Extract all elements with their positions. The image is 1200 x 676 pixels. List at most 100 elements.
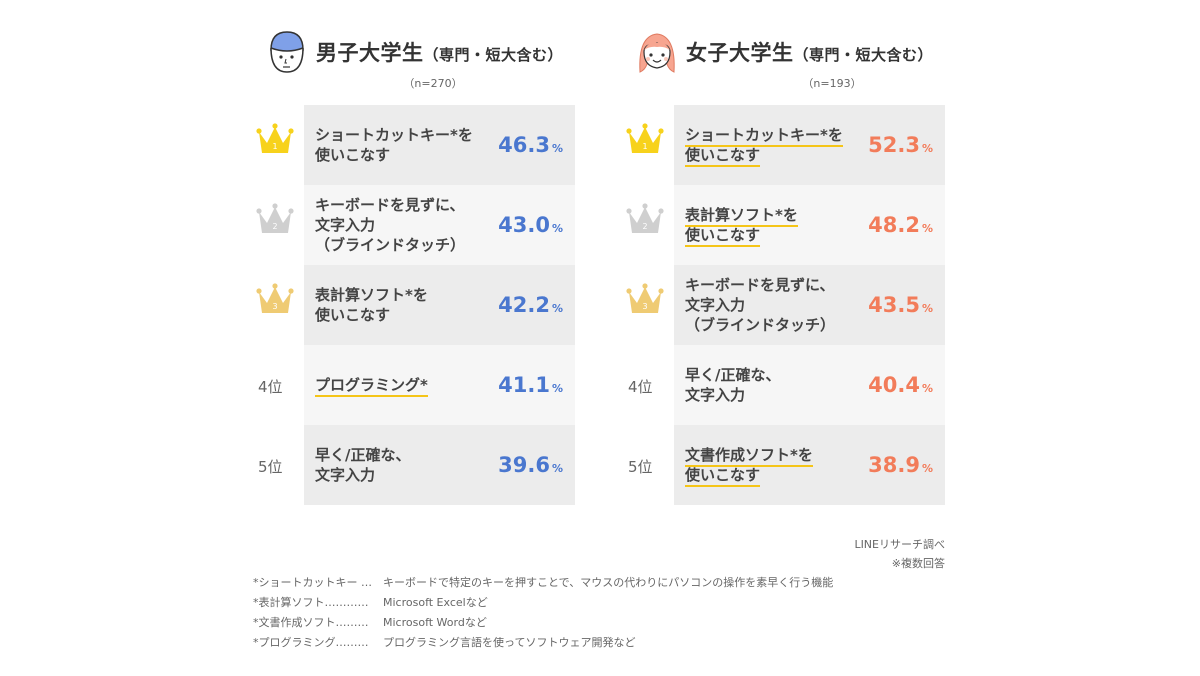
percentage-value: 42.2%	[498, 293, 563, 317]
value-number: 40.4	[868, 373, 920, 397]
ranking-cell: 表計算ソフト*を 使いこなす 48.2%	[674, 185, 945, 265]
skill-label: 文書作成ソフト*を 使いこなす	[685, 445, 813, 487]
percent-unit: %	[921, 462, 933, 475]
footnote-programming: *プログラミング……… プログラミング言語を使ってソフトウェア開発など	[253, 636, 636, 649]
rank-indicator: 1	[622, 105, 674, 185]
skill-label: 表計算ソフト*を 使いこなす	[685, 205, 798, 247]
rank-indicator: 5位	[622, 425, 674, 505]
ranking-row: 4位 プログラミング* 41.1%	[252, 345, 582, 425]
male-panel-header: 男子大学生（専門・短大含む） （n=270）	[252, 0, 582, 105]
skill-label-line: 表計算ソフト*を	[685, 206, 798, 227]
rank-label: 4位	[628, 378, 653, 396]
svg-text:3: 3	[642, 302, 647, 311]
rank-indicator: 2	[622, 185, 674, 265]
skill-label: ショートカットキー*を 使いこなす	[685, 125, 843, 167]
rank-label: 5位	[258, 458, 283, 476]
male-panel-subtitle: （専門・短大含む）	[423, 46, 564, 64]
ranking-row: 1 ショートカットキー*を 使いこなす 52.3%	[622, 105, 952, 185]
footnote-shortcut: *ショートカットキー … キーボードで特定のキーを押すことで、マウスの代わりにパソ…	[253, 576, 834, 589]
ranking-cell: ショートカットキー*を 使いこなす 46.3%	[304, 105, 575, 185]
male-ranking-panel: 男子大学生（専門・短大含む） （n=270） 1 ショートカットキー*を 使いこなす…	[252, 0, 582, 505]
rank-indicator: 4位	[252, 345, 304, 425]
female-ranking-panel: 女子大学生（専門・短大含む） （n=193） 1 ショートカットキー*を 使いこなす…	[622, 0, 952, 505]
crown-rank-1-icon: 1	[256, 123, 294, 153]
value-number: 52.3	[868, 133, 920, 157]
skill-label-line: 使いこなす	[315, 306, 391, 324]
skill-label-line: （ブラインドタッチ）	[315, 236, 466, 254]
value-number: 39.6	[498, 453, 550, 477]
value-number: 43.0	[498, 213, 550, 237]
female-panel-subtitle: （専門・短大含む）	[793, 46, 934, 64]
rank-label: 5位	[628, 458, 653, 476]
footnotes: *ショートカットキー … キーボードで特定のキーを押すことで、マウスの代わりにパソ…	[253, 573, 833, 653]
value-number: 42.2	[498, 293, 550, 317]
percent-unit: %	[921, 142, 933, 155]
ranking-row: 2 表計算ソフト*を 使いこなす 48.2%	[622, 185, 952, 265]
female-student-avatar-icon	[639, 33, 675, 73]
skill-label-line: 早く/正確な、	[685, 366, 781, 384]
skill-label-line: 使いこなす	[685, 466, 761, 487]
male-panel-title: 男子大学生（専門・短大含む）	[316, 41, 564, 65]
source-note: LINEリサーチ調べ ※複数回答	[854, 535, 945, 573]
ranking-cell: 表計算ソフト*を 使いこなす 42.2%	[304, 265, 575, 345]
rank-indicator: 3	[252, 265, 304, 345]
skill-label: キーボードを見ずに、 文字入力 （ブラインドタッチ）	[315, 195, 465, 255]
ranking-cell: キーボードを見ずに、 文字入力 （ブラインドタッチ） 43.5%	[674, 265, 945, 345]
percent-unit: %	[551, 142, 563, 155]
footnote-word-processor: *文書作成ソフト……… Microsoft Wordなど	[253, 616, 487, 629]
skill-label: キーボードを見ずに、 文字入力 （ブラインドタッチ）	[685, 275, 835, 335]
ranking-row: 4位 早く/正確な、 文字入力 40.4%	[622, 345, 952, 425]
rank-label: 4位	[258, 378, 283, 396]
svg-text:2: 2	[272, 222, 277, 231]
ranking-row: 1 ショートカットキー*を 使いこなす 46.3%	[252, 105, 582, 185]
percent-unit: %	[921, 302, 933, 315]
male-sample-size: （n=270）	[403, 77, 463, 90]
multiple-answer-note: ※複数回答	[891, 557, 945, 570]
ranking-cell: プログラミング* 41.1%	[304, 345, 575, 425]
crown-rank-2-icon: 2	[256, 203, 294, 233]
ranking-cell: 文書作成ソフト*を 使いこなす 38.9%	[674, 425, 945, 505]
skill-label: プログラミング*	[315, 375, 428, 397]
skill-label-line: 使いこなす	[315, 146, 391, 164]
percent-unit: %	[551, 382, 563, 395]
value-number: 38.9	[868, 453, 920, 477]
value-number: 46.3	[498, 133, 550, 157]
percent-unit: %	[921, 222, 933, 235]
skill-label-line: 文字入力	[315, 466, 376, 484]
ranking-row: 5位 文書作成ソフト*を 使いこなす 38.9%	[622, 425, 952, 505]
skill-label-line: キーボードを見ずに、	[315, 196, 465, 214]
female-sample-size: （n=193）	[802, 77, 862, 90]
female-rows: 1 ショートカットキー*を 使いこなす 52.3% 2 表計算ソフト*を 使いこなす 48.2…	[622, 105, 952, 505]
value-number: 43.5	[868, 293, 920, 317]
skill-label: 表計算ソフト*を 使いこなす	[315, 285, 428, 325]
percentage-value: 52.3%	[868, 133, 933, 157]
skill-label-line: 使いこなす	[685, 146, 761, 167]
percentage-value: 48.2%	[868, 213, 933, 237]
ranking-row: 5位 早く/正確な、 文字入力 39.6%	[252, 425, 582, 505]
female-panel-header: 女子大学生（専門・短大含む） （n=193）	[622, 0, 952, 105]
percentage-value: 41.1%	[498, 373, 563, 397]
male-student-avatar-icon	[270, 31, 304, 73]
skill-label-line: 文字入力	[315, 216, 376, 234]
footnote-spreadsheet: *表計算ソフト………… Microsoft Excelなど	[253, 596, 488, 609]
rank-indicator: 5位	[252, 425, 304, 505]
skill-label-line: 表計算ソフト*を	[315, 286, 428, 304]
crown-rank-3-icon: 3	[626, 283, 664, 313]
rank-indicator: 2	[252, 185, 304, 265]
skill-label-line: プログラミング*	[315, 376, 428, 397]
ranking-row: 2 キーボードを見ずに、 文字入力 （ブラインドタッチ） 43.0%	[252, 185, 582, 265]
skill-label-line: （ブラインドタッチ）	[685, 316, 836, 334]
male-rows: 1 ショートカットキー*を 使いこなす 46.3% 2 キーボードを見ずに、 文字入力 （ブラ…	[252, 105, 582, 505]
skill-label: ショートカットキー*を 使いこなす	[315, 125, 473, 165]
percent-unit: %	[551, 222, 563, 235]
percent-unit: %	[551, 462, 563, 475]
percentage-value: 40.4%	[868, 373, 933, 397]
percentage-value: 39.6%	[498, 453, 563, 477]
ranking-cell: 早く/正確な、 文字入力 39.6%	[304, 425, 575, 505]
crown-rank-1-icon: 1	[626, 123, 664, 153]
crown-rank-3-icon: 3	[256, 283, 294, 313]
svg-text:2: 2	[642, 222, 647, 231]
skill-label: 早く/正確な、 文字入力	[315, 445, 410, 485]
value-number: 41.1	[498, 373, 550, 397]
rank-indicator: 1	[252, 105, 304, 185]
